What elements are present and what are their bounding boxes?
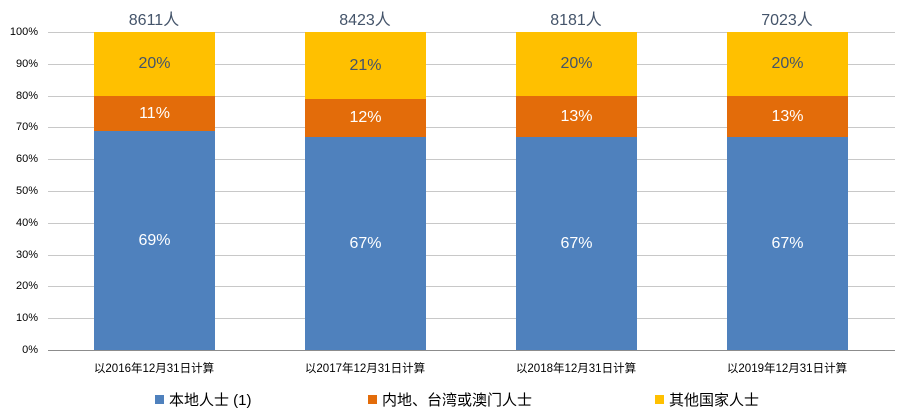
- data-label: 67%: [349, 234, 382, 252]
- bar-segment: 67%: [516, 137, 637, 350]
- gridline: [48, 223, 895, 224]
- y-tick-label: 0%: [22, 344, 38, 356]
- bar-segment: 12%: [305, 99, 426, 137]
- x-tick-label: 以2017年12月31日计算: [304, 363, 426, 375]
- bar-segment: 21%: [305, 32, 426, 99]
- gridline: [48, 64, 895, 65]
- bar-segment: 11%: [94, 96, 215, 131]
- y-tick-label: 20%: [15, 280, 38, 293]
- y-tick-label: 80%: [15, 89, 38, 102]
- data-label: 21%: [349, 56, 382, 74]
- legend-label: 内地、台湾或澳门人士: [382, 392, 533, 409]
- bar-segment: 67%: [305, 137, 426, 350]
- data-label: 67%: [560, 234, 593, 252]
- bar-segment: 69%: [94, 131, 215, 350]
- gridline: [48, 127, 895, 128]
- bar-segment: 13%: [516, 96, 637, 137]
- gridline: [48, 159, 895, 160]
- legend-swatch-icon: [155, 395, 164, 404]
- data-label: 67%: [771, 234, 804, 252]
- data-label: 13%: [560, 107, 593, 125]
- data-label: 11%: [139, 104, 170, 122]
- gridline: [48, 191, 895, 192]
- total-label: 7023人: [761, 12, 813, 29]
- legend-label: 其他国家人士: [669, 392, 760, 409]
- gridline: [48, 96, 895, 97]
- y-tick-label: 100%: [9, 26, 38, 38]
- bar-stack: 67% 13% 20%: [516, 0, 637, 415]
- bar-segment: 13%: [727, 96, 848, 137]
- bar-segment: 20%: [727, 32, 848, 96]
- bar-segment: 20%: [94, 32, 215, 96]
- legend-swatch-icon: [368, 395, 377, 404]
- legend-label: 本地人士 (1): [169, 392, 252, 409]
- x-tick-label: 以2016年12月31日计算: [93, 363, 215, 375]
- data-label: 69%: [138, 231, 171, 249]
- data-label: 20%: [560, 55, 593, 72]
- x-tick-label: 以2018年12月31日计算: [515, 363, 637, 375]
- bar-segment: 67%: [727, 137, 848, 350]
- y-tick-label: 90%: [15, 57, 38, 70]
- gridline: [48, 286, 895, 287]
- y-tick-label: 30%: [15, 248, 38, 261]
- gridline: [48, 255, 895, 256]
- y-tick-label: 60%: [15, 153, 38, 166]
- legend-item: 其他国家人士: [655, 389, 759, 410]
- bar-stack: 67% 13% 20%: [727, 0, 848, 415]
- y-tick-label: 70%: [15, 121, 38, 134]
- y-tick-label: 10%: [15, 312, 38, 325]
- x-tick-label: 以2019年12月31日计算: [726, 363, 848, 375]
- x-axis-line: [48, 350, 895, 351]
- data-label: 13%: [771, 107, 804, 125]
- bar-stack: 67% 12% 21%: [305, 0, 426, 415]
- bar-stack: 69% 11% 20%: [94, 0, 215, 415]
- y-tick-label: 40%: [15, 216, 38, 229]
- data-label: 12%: [349, 109, 382, 126]
- legend-item: 内地、台湾或澳门人士: [368, 389, 532, 410]
- gridline: [48, 32, 895, 33]
- total-label: 8423人: [339, 12, 391, 29]
- y-tick-label: 50%: [15, 185, 38, 197]
- total-label: 8611人: [128, 12, 180, 29]
- data-label: 20%: [771, 55, 804, 72]
- data-label: 20%: [138, 55, 171, 72]
- legend-item: 本地人士 (1): [155, 389, 252, 410]
- bar-segment: 20%: [516, 32, 637, 96]
- legend-swatch-icon: [655, 395, 664, 404]
- gridline: [48, 318, 895, 319]
- total-label: 8181人: [550, 12, 602, 29]
